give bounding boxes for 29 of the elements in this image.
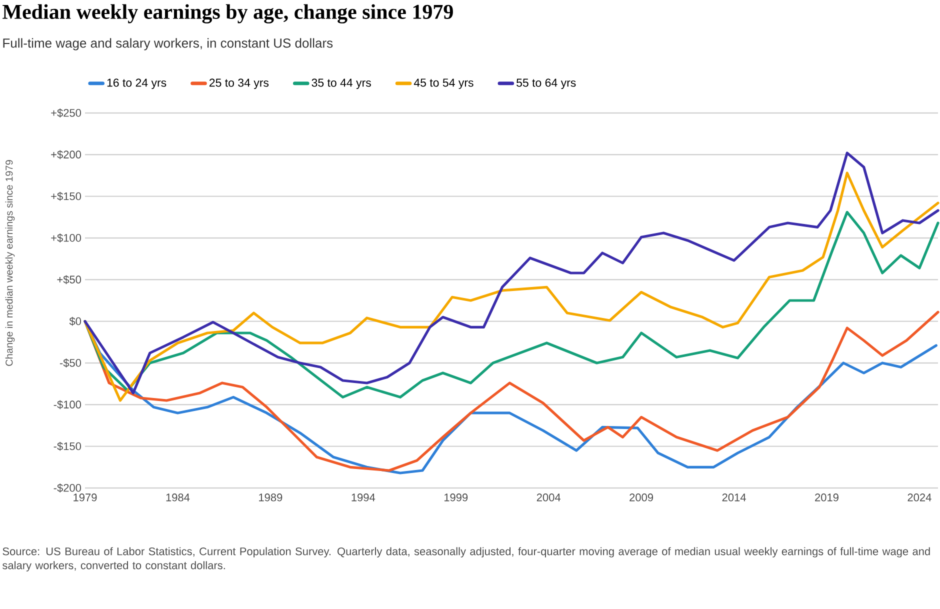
y-tick-label: -$150 <box>54 442 82 451</box>
x-tick-label: 1984 <box>166 494 190 502</box>
legend-label: 25 to 34 yrs <box>209 78 269 90</box>
y-tick-label: +$150 <box>51 192 82 201</box>
y-tick-label: -$50 <box>60 358 82 368</box>
x-tick-label: 2009 <box>630 494 654 502</box>
chart-title: Median weekly earnings by age, change since 1979 <box>2 4 453 24</box>
source-note: Source: US Bureau of Labor Statistics, Current Population Survey. Quarterly data, seasonally adjusted, four-quarter moving average of median usual weekly earnings of full-time wage and salary workers, converted to constant dollars. <box>2 547 930 572</box>
y-tick-label: +$200 <box>51 150 82 160</box>
y-tick-label: +$100 <box>51 234 82 242</box>
legend-label: 16 to 24 yrs <box>107 78 166 90</box>
legend-label: 45 to 54 yrs <box>414 78 474 89</box>
x-tick-label: 1999 <box>444 494 468 502</box>
x-tick-label: 2019 <box>815 494 838 502</box>
x-tick-label: 2024 <box>908 494 932 502</box>
y-tick-label: +$50 <box>57 275 82 284</box>
legend-label: 55 to 64 yrs <box>516 78 576 90</box>
y-tick-label: $0 <box>69 316 82 326</box>
y-tick-label: -$100 <box>54 400 82 410</box>
y-tick-label: -$200 <box>54 484 82 492</box>
chart-subtitle: Full-time wage and salary workers, in constant US dollars <box>3 38 333 50</box>
x-tick-label: 2004 <box>536 494 560 502</box>
y-tick-label: +$250 <box>51 108 82 118</box>
y-axis-title: Change in median weekly earnings since 1979 <box>5 160 15 366</box>
x-tick-label: 1979 <box>74 494 97 502</box>
x-tick-label: 2014 <box>722 494 746 502</box>
x-tick-label: 1994 <box>352 494 376 502</box>
legend-label: 35 to 44 yrs <box>312 78 371 90</box>
x-tick-label: 1989 <box>259 494 282 502</box>
